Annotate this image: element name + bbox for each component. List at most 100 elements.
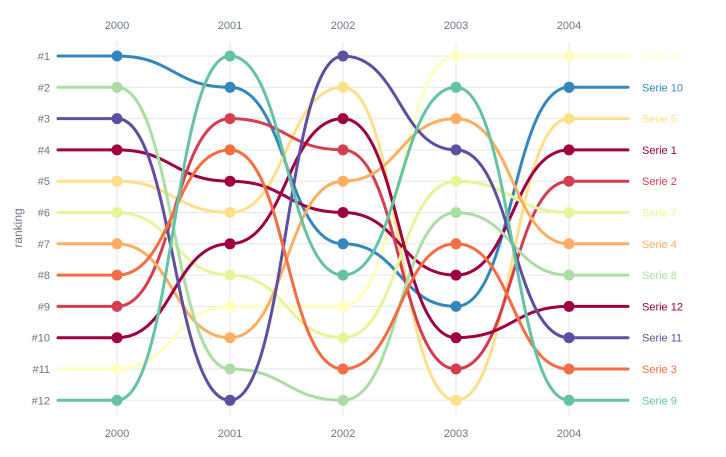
data-point [224, 81, 236, 93]
x-tick-label-bottom: 2003 [444, 428, 468, 440]
data-point [111, 175, 123, 187]
data-point [563, 50, 575, 62]
data-point [111, 238, 123, 250]
data-point [337, 113, 349, 125]
x-tick-label-top: 2004 [557, 20, 581, 32]
data-point [111, 207, 123, 218]
data-point [563, 300, 575, 312]
data-point [337, 300, 349, 312]
y-tick-label: #1 [38, 51, 50, 63]
data-point [450, 113, 462, 125]
y-tick-label: #3 [38, 114, 50, 126]
y-tick-label: #8 [38, 270, 50, 282]
series-end-label: Serie 9 [642, 395, 677, 407]
series-end-label: Serie 6 [642, 51, 677, 63]
data-point [563, 238, 575, 250]
series-end-label: Serie 7 [642, 208, 677, 220]
data-point [563, 81, 575, 93]
data-point [563, 175, 575, 187]
series-line [56, 54, 630, 371]
series-end-label: Serie 1 [642, 145, 677, 157]
series-line [56, 117, 630, 371]
y-tick-label: #12 [32, 395, 50, 407]
data-point [450, 269, 462, 281]
data-point [563, 269, 575, 281]
data-point [563, 363, 575, 375]
data-point [563, 144, 575, 156]
data-point [224, 144, 236, 156]
series-end-label: Serie 5 [642, 114, 677, 126]
y-tick-label: #9 [38, 301, 50, 313]
data-point [450, 394, 462, 406]
data-point [224, 175, 236, 187]
data-point [337, 207, 349, 218]
y-tick-label: #4 [38, 145, 50, 157]
x-tick-label-top: 2003 [444, 20, 468, 32]
data-point [111, 50, 123, 62]
data-point [111, 300, 123, 312]
data-point [224, 50, 236, 62]
series-end-label: Serie 3 [642, 364, 677, 376]
data-point [563, 113, 575, 125]
data-point [450, 81, 462, 93]
series-line [56, 85, 630, 402]
data-point [563, 394, 575, 406]
y-axis-title: ranking [11, 208, 25, 247]
data-point [224, 113, 236, 125]
data-point [337, 144, 349, 156]
x-tick-label-bottom: 2002 [331, 428, 355, 440]
y-tick-label: #7 [38, 239, 50, 251]
data-point [337, 394, 349, 406]
data-point [450, 175, 462, 187]
data-point [224, 300, 236, 312]
data-point [224, 363, 236, 375]
data-point [224, 394, 236, 406]
data-point [224, 207, 236, 218]
data-point [450, 144, 462, 156]
data-point [450, 238, 462, 250]
data-point [224, 269, 236, 281]
data-point [111, 81, 123, 93]
y-tick-label: #2 [38, 82, 50, 94]
y-tick-label: #10 [32, 333, 50, 345]
data-point [337, 363, 349, 375]
data-point [337, 269, 349, 281]
x-tick-label-bottom: 2004 [557, 428, 581, 440]
data-point [450, 300, 462, 312]
data-point [337, 175, 349, 187]
series-line [56, 54, 630, 402]
data-point [337, 81, 349, 93]
data-point [450, 50, 462, 62]
series-end-label: Serie 2 [642, 176, 677, 188]
data-point [450, 363, 462, 375]
data-point [450, 207, 462, 218]
series-end-label: Serie 4 [642, 239, 677, 251]
axis-layer: ranking #1 #2 #3 #4 #5 #6 #7 #8 #9 #10 #11 #12 2000 2… [11, 20, 581, 440]
series-end-label: Serie 10 [642, 82, 683, 94]
x-tick-label-top: 2000 [105, 20, 129, 32]
x-tick-label-bottom: 2001 [218, 428, 242, 440]
points-layer [111, 50, 575, 406]
x-tick-label-bottom: 2000 [105, 428, 129, 440]
x-tick-label-top: 2001 [218, 20, 242, 32]
data-point [563, 207, 575, 218]
data-point [111, 363, 123, 375]
data-point [111, 113, 123, 125]
y-tick-label: #5 [38, 176, 50, 188]
data-point [111, 144, 123, 156]
series-end-label: Serie 11 [642, 333, 682, 345]
data-point [224, 238, 236, 250]
y-tick-label: #6 [38, 208, 50, 220]
data-point [111, 332, 123, 344]
data-point [563, 332, 575, 344]
data-point [337, 332, 349, 344]
data-point [111, 394, 123, 406]
series-end-label: Serie 8 [642, 270, 677, 282]
series-line [56, 54, 630, 308]
data-point [450, 332, 462, 344]
end-labels: Serie 6 Serie 10 Serie 5 Serie 1 Serie 2 Seri… [642, 51, 683, 407]
data-point [111, 269, 123, 281]
x-tick-label-top: 2002 [331, 20, 355, 32]
y-tick-label: #11 [32, 364, 50, 376]
